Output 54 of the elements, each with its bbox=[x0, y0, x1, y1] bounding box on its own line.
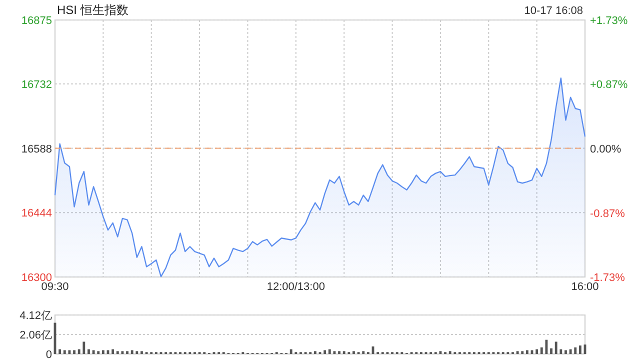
bar bbox=[82, 342, 86, 354]
bar bbox=[448, 351, 452, 354]
bar bbox=[554, 342, 558, 354]
bar bbox=[97, 351, 100, 354]
bar bbox=[136, 351, 138, 354]
bar bbox=[536, 349, 538, 354]
bar bbox=[324, 350, 326, 354]
chart-title: HSI 恒生指数 bbox=[57, 3, 128, 17]
bar bbox=[516, 351, 519, 354]
bar bbox=[540, 347, 543, 354]
bar bbox=[550, 348, 552, 354]
bar bbox=[130, 350, 134, 354]
bar bbox=[352, 351, 355, 354]
bar bbox=[521, 351, 524, 354]
bar bbox=[58, 349, 62, 354]
bar bbox=[73, 350, 76, 354]
bar bbox=[578, 345, 582, 354]
x-tick-label: 12:00/13:00 bbox=[266, 281, 325, 293]
bar bbox=[526, 350, 528, 354]
bar bbox=[140, 351, 143, 354]
y2-tick-label: +0.87% bbox=[590, 78, 628, 91]
bar bbox=[338, 351, 340, 354]
bar bbox=[92, 350, 95, 354]
bar bbox=[362, 351, 365, 354]
bar bbox=[328, 349, 331, 354]
bar bbox=[102, 350, 104, 354]
text: 10-17 16:08 bbox=[524, 5, 583, 17]
y2-tick-label: +1.73% bbox=[590, 15, 628, 27]
y2-tick-label: 0.00% bbox=[590, 144, 622, 156]
bar bbox=[116, 351, 119, 354]
x-tick-label: 16:00 bbox=[571, 281, 599, 293]
bar bbox=[574, 347, 577, 354]
y-tick-label: 4.12亿 bbox=[20, 310, 52, 322]
y-tick-label: 16875 bbox=[21, 15, 52, 27]
bar bbox=[88, 349, 90, 354]
y2-tick-label: -1.73% bbox=[590, 272, 626, 284]
y-tick-label: 16300 bbox=[21, 272, 52, 284]
x-tick-label: 09:30 bbox=[41, 281, 69, 293]
bar bbox=[63, 350, 66, 354]
y-tick-label: 16444 bbox=[21, 208, 52, 220]
y-tick-label: 16732 bbox=[21, 78, 52, 91]
bar bbox=[569, 349, 572, 354]
y-tick-label: 0 bbox=[46, 349, 52, 360]
y-tick-label: 2.06亿 bbox=[20, 330, 52, 342]
y-tick-label: 16588 bbox=[21, 143, 52, 156]
bar bbox=[112, 349, 114, 354]
bar bbox=[564, 350, 567, 354]
bar bbox=[560, 349, 562, 354]
bar bbox=[342, 351, 346, 354]
bar bbox=[78, 349, 80, 354]
bar bbox=[314, 351, 316, 354]
bar bbox=[290, 349, 292, 354]
bar bbox=[126, 351, 128, 354]
y2-tick-label: -0.87% bbox=[590, 208, 626, 220]
